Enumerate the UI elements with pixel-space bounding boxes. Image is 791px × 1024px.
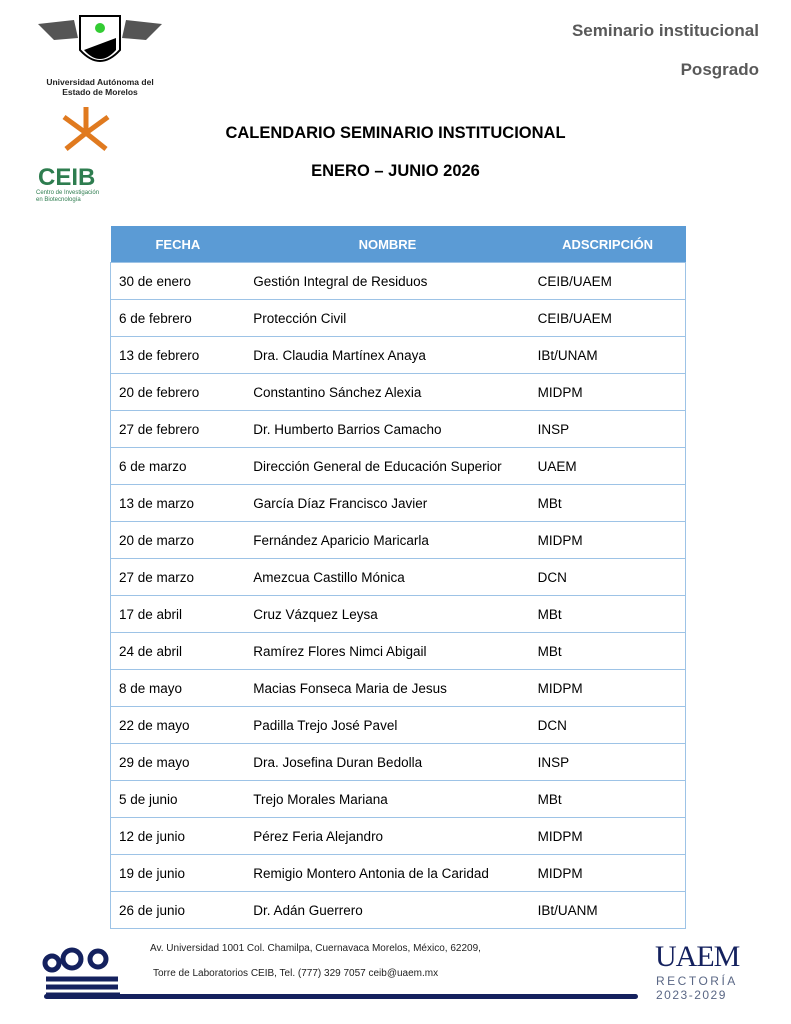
row-fecha: 29 de mayo [110, 743, 246, 781]
row-fecha: 13 de marzo [110, 484, 246, 522]
row-nombre: Fernández Aparicio Maricarla [245, 521, 530, 559]
footer-wave-logo-icon [42, 947, 120, 998]
ceib-logo: CEIB Centro de Investigación en Biotecno… [36, 103, 136, 204]
table-header-row: FECHA NOMBRE ADSCRIPCIÓN [110, 226, 686, 263]
header-fecha: FECHA [110, 226, 246, 263]
table-row: 20 de marzo Fernández Aparicio Maricarla M… [110, 521, 686, 559]
row-nombre: Ramírez Flores Nimci Abigail [245, 632, 530, 670]
row-adscripcion: CEIB/UAEM [529, 262, 686, 300]
uaem-logo: Universidad Autónoma del Estado de Morel… [34, 10, 166, 100]
footer-address-1: Av. Universidad 1001 Col. Chamilpa, Cuer… [150, 943, 481, 954]
row-fecha: 13 de febrero [110, 336, 246, 374]
ceib-logo-subtext: Centro de Investigación en Biotecnología [36, 190, 100, 203]
row-nombre: Amezcua Castillo Mónica [245, 558, 530, 596]
row-nombre: García Díaz Francisco Javier [245, 484, 530, 522]
table-row: 22 de mayo Padilla Trejo José Pavel DCN [110, 706, 686, 744]
table-row: 17 de abril Cruz Vázquez Leysa MBt [110, 595, 686, 633]
table-row: 6 de febrero Protección Civil CEIB/UAEM [110, 299, 686, 337]
table-row: 13 de marzo García Díaz Francisco Javier M… [110, 484, 686, 522]
row-nombre: Dra. Claudia Martínex Anaya [245, 336, 530, 374]
row-adscripcion: IBt/UNAM [529, 336, 686, 374]
row-adscripcion: INSP [529, 743, 686, 781]
row-fecha: 12 de junio [110, 817, 246, 855]
table-row: 27 de febrero Dr. Humberto Barrios Camach… [110, 410, 686, 448]
row-nombre: Constantino Sánchez Alexia [245, 373, 530, 411]
header-posgrado: Posgrado [680, 60, 759, 79]
row-nombre: Cruz Vázquez Leysa [245, 595, 530, 633]
row-nombre: Remigio Montero Antonia de la Caridad [245, 854, 530, 892]
row-nombre: Dr. Adán Guerrero [245, 891, 530, 929]
table-row: 13 de febrero Dra. Claudia Martínex Anaya… [110, 336, 686, 374]
row-fecha: 8 de mayo [110, 669, 246, 707]
row-fecha: 30 de enero [110, 262, 246, 300]
row-fecha: 20 de febrero [110, 373, 246, 411]
row-adscripcion: MIDPM [529, 817, 686, 855]
row-fecha: 20 de marzo [110, 521, 246, 559]
row-fecha: 6 de marzo [110, 447, 246, 485]
row-adscripcion: CEIB/UAEM [529, 299, 686, 337]
row-nombre: Protección Civil [245, 299, 530, 337]
table-row: 5 de junio Trejo Morales Mariana MBt [110, 780, 686, 818]
row-adscripcion: MBt [529, 595, 686, 633]
table-row: 19 de junio Remigio Montero Antonia de la… [110, 854, 686, 892]
row-nombre: Dirección General de Educación Superior [245, 447, 530, 485]
calendar-table: FECHA NOMBRE ADSCRIPCIÓN 30 de enero Gest… [110, 226, 686, 929]
page-title: CALENDARIO SEMINARIO INSTITUCIONAL [225, 124, 566, 142]
table-row: 8 de mayo Macias Fonseca Maria de Jesus MI… [110, 669, 686, 707]
row-adscripcion: MIDPM [529, 854, 686, 892]
footer-period: 2023-2029 [656, 988, 727, 1002]
ceib-star-icon [62, 107, 110, 151]
row-nombre: Pérez Feria Alejandro [245, 817, 530, 855]
row-adscripcion: DCN [529, 558, 686, 596]
header-seminario: Seminario institucional [571, 21, 759, 40]
row-nombre: Padilla Trejo José Pavel [245, 706, 530, 744]
row-fecha: 27 de marzo [110, 558, 246, 596]
uaem-crest-icon [38, 15, 162, 62]
row-fecha: 22 de mayo [110, 706, 246, 744]
page-subtitle: ENERO – JUNIO 2026 [311, 162, 480, 180]
table-row: 6 de marzo Dirección General de Educación… [110, 447, 686, 485]
row-fecha: 17 de abril [110, 595, 246, 633]
row-fecha: 6 de febrero [110, 299, 246, 337]
row-adscripcion: IBt/UANM [529, 891, 686, 929]
header-adscripcion: ADSCRIPCIÓN [529, 226, 686, 263]
row-fecha: 26 de junio [110, 891, 246, 929]
row-adscripcion: MBt [529, 484, 686, 522]
table-row: 24 de abril Ramírez Flores Nimci Abigail M… [110, 632, 686, 670]
table-row: 29 de mayo Dra. Josefina Duran Bedolla INS… [110, 743, 686, 781]
footer-address-2: Torre de Laboratorios CEIB, Tel. (777) 3… [153, 968, 439, 979]
row-adscripcion: MIDPM [529, 373, 686, 411]
uaem-logo-text: Universidad Autónoma del Estado de Morel… [46, 77, 154, 97]
row-adscripcion: UAEM [529, 447, 686, 485]
footer-rectoria: RECTORÍA [656, 974, 738, 988]
row-fecha: 24 de abril [110, 632, 246, 670]
row-nombre: Gestión Integral de Residuos [245, 262, 530, 300]
table-row: 30 de enero Gestión Integral de Residuos C… [110, 262, 686, 300]
row-fecha: 19 de junio [110, 854, 246, 892]
header-nombre: NOMBRE [245, 226, 530, 263]
row-nombre: Trejo Morales Mariana [245, 780, 530, 818]
table-row: 26 de junio Dr. Adán Guerrero IBt/UANM [110, 891, 686, 929]
row-fecha: 27 de febrero [110, 410, 246, 448]
footer-rule [44, 994, 638, 999]
ceib-logo-text: CEIB [38, 164, 96, 191]
row-adscripcion: MIDPM [529, 521, 686, 559]
row-adscripcion: MBt [529, 780, 686, 818]
table-row: 27 de marzo Amezcua Castillo Mónica DCN [110, 558, 686, 596]
row-fecha: 5 de junio [110, 780, 246, 818]
row-adscripcion: MBt [529, 632, 686, 670]
row-adscripcion: MIDPM [529, 669, 686, 707]
table-row: 20 de febrero Constantino Sánchez Alexia M… [110, 373, 686, 411]
row-nombre: Dr. Humberto Barrios Camacho [245, 410, 530, 448]
footer-uaem: UAEM [655, 940, 740, 973]
table-row: 12 de junio Pérez Feria Alejandro MIDPM [110, 817, 686, 855]
row-nombre: Macias Fonseca Maria de Jesus [245, 669, 530, 707]
row-adscripcion: INSP [529, 410, 686, 448]
row-nombre: Dra. Josefina Duran Bedolla [245, 743, 530, 781]
row-adscripcion: DCN [529, 706, 686, 744]
